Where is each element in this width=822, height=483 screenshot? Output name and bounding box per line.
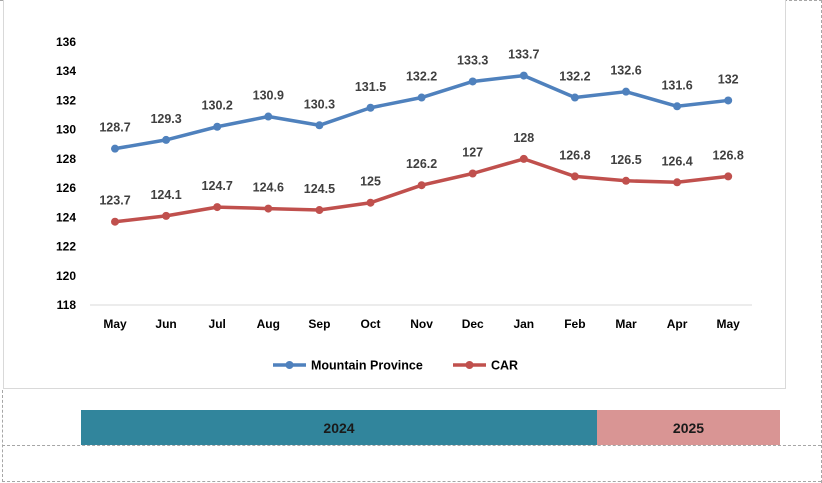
x-tick-label: Jun [155,317,176,331]
data-label: 133.3 [457,53,488,67]
y-tick-label: 124 [56,210,76,224]
data-label: 130.3 [304,97,335,111]
year-label-2025: 2025 [672,419,705,436]
data-point [724,172,733,181]
data-point [315,121,324,130]
data-label: 133.7 [508,48,539,62]
x-tick-label: May [103,317,127,331]
y-tick-label: 134 [56,64,76,78]
data-point [570,93,579,102]
data-point [111,217,119,226]
x-tick-label: May [717,317,741,331]
y-tick-label: 122 [56,240,76,254]
data-point [519,154,528,163]
data-label: 125 [360,175,381,189]
data-label: 131.5 [355,80,386,94]
data-label: 130.2 [202,99,233,113]
legend-label: Mountain Province [311,359,423,373]
data-label: 129.3 [150,112,181,126]
y-tick-label: 130 [56,123,76,137]
data-point [213,122,222,131]
data-label: 131.6 [661,78,692,92]
data-point [417,93,426,102]
sheet-gridline-bottom [2,481,821,482]
x-tick-label: Oct [360,317,380,331]
year-label-2024: 2024 [323,419,355,436]
data-point [366,103,375,112]
data-point [468,169,477,178]
data-label: 126.4 [661,154,692,168]
x-tick-label: Aug [257,317,280,331]
data-label: 132 [718,72,739,86]
data-point [162,135,171,144]
data-point [468,77,477,86]
year-band-2024: 2024 [81,410,597,445]
data-point [673,178,682,187]
y-tick-label: 118 [57,298,77,312]
y-tick-label: 126 [56,181,76,195]
data-label: 124.6 [253,181,284,195]
data-point [519,71,528,80]
x-tick-label: Feb [564,317,585,331]
x-tick-label: Dec [462,317,484,331]
y-tick-label: 136 [56,35,76,49]
y-tick-label: 132 [56,93,76,107]
data-point [622,176,630,185]
data-point [162,211,171,220]
legend-swatch-marker [285,361,294,369]
data-label: 123.7 [99,194,130,208]
data-point [264,204,273,213]
x-tick-label: Nov [410,317,433,331]
data-point [622,87,630,96]
data-point [673,102,682,111]
data-point [315,206,324,215]
data-label: 128.7 [99,121,130,135]
data-label: 124.5 [304,182,335,196]
data-point [570,172,579,181]
legend-item-mountain-province: Mountain Province [273,359,423,373]
legend-swatch-marker [465,361,474,369]
data-point [111,144,119,153]
x-tick-label: Jan [513,317,534,331]
data-label: 130.9 [253,89,284,103]
data-point [213,203,222,212]
sheet-gridline-left [2,390,3,482]
data-point [264,112,273,121]
data-label: 124.7 [202,179,233,193]
data-point [417,181,426,190]
legend-label: CAR [491,359,518,373]
y-tick-label: 128 [56,152,76,166]
data-label: 126.8 [713,148,744,162]
data-label: 132.2 [559,70,590,84]
data-label: 127 [462,146,483,160]
data-label: 132.6 [610,64,641,78]
year-band-2025: 2025 [597,410,780,445]
x-tick-label: Mar [615,317,637,331]
x-tick-label: Sep [308,317,330,331]
data-point [724,96,733,105]
sheet-gridline-mid [2,445,821,446]
data-label: 126.5 [610,153,641,167]
data-label: 126.2 [406,157,437,171]
data-label: 124.1 [150,188,181,202]
x-tick-label: Apr [667,317,688,331]
y-tick-label: 120 [56,269,76,283]
data-label: 132.2 [406,70,437,84]
x-tick-label: Jul [209,317,226,331]
data-point [366,198,375,207]
data-label: 128 [513,131,534,145]
legend-item-car: CAR [453,359,518,373]
data-label: 126.8 [559,148,590,162]
